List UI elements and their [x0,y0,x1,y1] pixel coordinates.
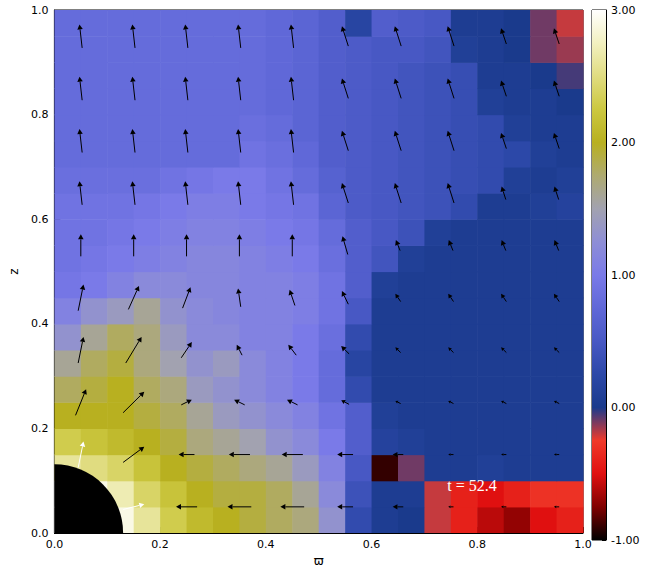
svg-text:0.0: 0.0 [30,526,49,540]
svg-text:0.2: 0.2 [31,422,49,435]
svg-text:-1.00: -1.00 [611,534,639,547]
svg-text:0.4: 0.4 [31,317,49,330]
svg-text:3.00: 3.00 [611,4,636,17]
svg-text:0.6: 0.6 [31,213,49,226]
svg-text:0.6: 0.6 [363,538,381,551]
svg-text:ϖ: ϖ [314,554,324,568]
svg-text:0.0: 0.0 [46,538,64,551]
svg-text:z: z [7,268,21,274]
svg-text:0.4: 0.4 [257,538,275,551]
svg-text:1.0: 1.0 [574,538,592,551]
svg-text:1.00: 1.00 [611,269,636,282]
svg-text:0.2: 0.2 [151,538,169,551]
svg-text:1.0: 1.0 [31,4,49,17]
svg-text:0.00: 0.00 [611,401,636,414]
svg-text:t = 52.4: t = 52.4 [447,477,496,494]
svg-text:0.8: 0.8 [469,538,487,551]
svg-text:0.8: 0.8 [31,108,49,121]
svg-text:2.00: 2.00 [611,136,636,149]
